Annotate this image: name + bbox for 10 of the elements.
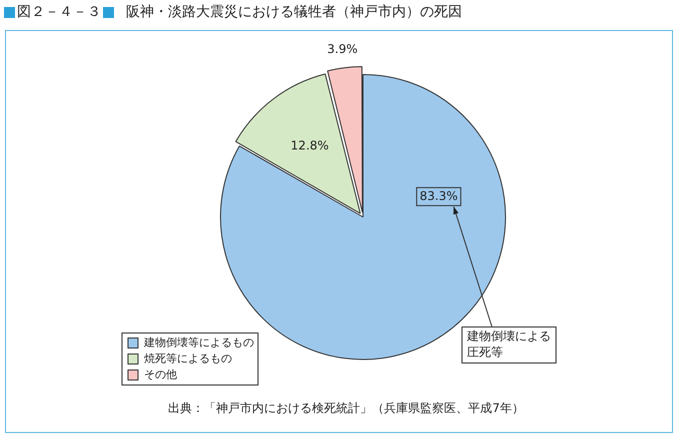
data-label: 3.9%	[327, 42, 358, 56]
data-label: 83.3%	[420, 188, 458, 203]
legend-label: 焼死等によるもの	[144, 352, 232, 365]
chart-title: 図２－４－３	[17, 3, 101, 21]
source-note: 出典：「神戸市内における検死統計」（兵庫県監察医、平成7年）	[168, 401, 524, 416]
legend-label: その他	[144, 368, 177, 381]
data-label: 12.8%	[290, 138, 329, 153]
legend-label: 建物倒壊等によるもの	[143, 336, 254, 349]
text: 建物倒壊による圧死等	[466, 329, 551, 360]
chart-subtitle: 阪神・淡路大震災における犠牲者（神戸市内）の死因	[126, 3, 462, 21]
